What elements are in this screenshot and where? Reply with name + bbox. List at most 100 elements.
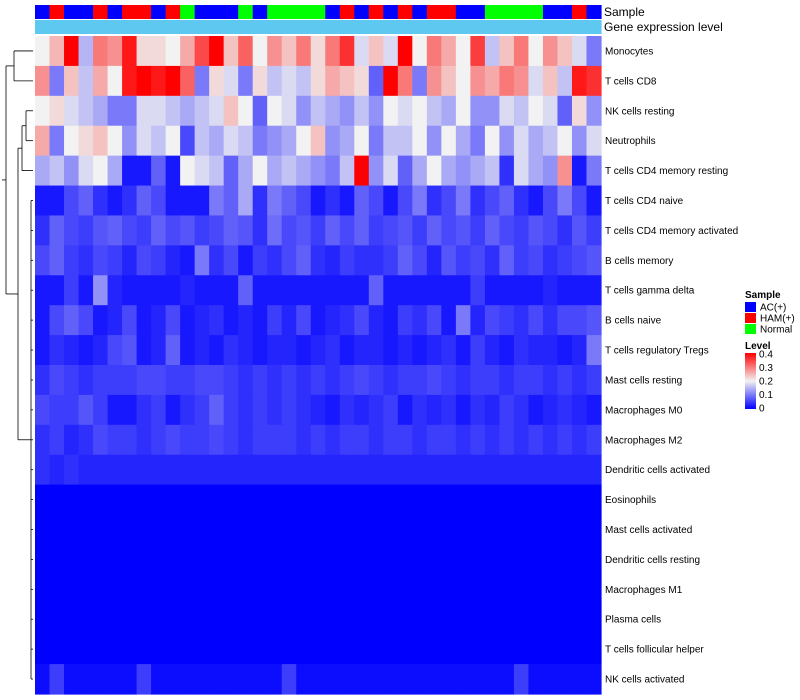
heatmap-cell [354,155,370,187]
heatmap-cell [165,604,181,635]
heatmap-cell [252,245,268,276]
sample-legend-swatch [745,302,756,312]
gene-expression-annotation-cell [426,20,442,34]
heatmap-cell [78,664,94,695]
heatmap-cell [165,305,181,336]
heatmap-cell [223,664,239,695]
heatmap-cell [165,365,181,396]
sample-legend-swatch [745,324,756,334]
heatmap-cell [107,365,123,396]
heatmap-cell [586,95,602,127]
heatmap-cell [542,484,559,516]
heatmap-cell [557,275,573,306]
heatmap-cell [310,185,326,217]
heatmap-cell [238,65,254,97]
heatmap-cell [412,424,428,456]
heatmap-cell [238,95,254,127]
heatmap-cell [180,484,196,516]
heatmap-cell [64,275,80,306]
heatmap-cell [93,185,109,217]
heatmap-cell [499,544,515,575]
heatmap-cell [571,454,588,486]
heatmap-cell [49,544,65,575]
heatmap-cell [412,65,428,97]
heatmap-cell [499,275,515,306]
heatmap-cell [310,335,326,366]
heatmap-cell [354,305,370,336]
heatmap-cell [325,634,341,665]
heatmap-cell [165,65,181,97]
heatmap-cell [281,604,297,635]
heatmap-cell [223,394,239,426]
heatmap-cell [310,365,326,396]
heatmap-cell [209,394,225,426]
sample-annotation-cell [426,5,442,19]
sample-annotation-cell [325,5,341,19]
heatmap-cell [470,394,486,426]
heatmap-cell [64,514,80,546]
heatmap-cell [209,335,225,366]
heatmap-cell [528,245,544,276]
sample-annotation-cell [49,5,65,19]
heatmap-cell [484,365,501,396]
heatmap-cell [296,185,312,217]
heatmap-cell [64,424,80,456]
heatmap-cell [571,604,588,635]
heatmap-cell [238,394,254,426]
heatmap-cell [484,634,501,665]
heatmap-cell [557,65,573,97]
heatmap-cell [64,454,80,486]
heatmap-cell [267,394,283,426]
heatmap-cell [151,95,167,127]
gene-expression-annotation-cell [484,20,501,34]
sample-annotation-cell [78,5,94,19]
heatmap-cell [484,335,501,366]
heatmap-cell [571,95,588,127]
heatmap-cell [397,335,413,366]
heatmap-cell [151,484,167,516]
heatmap-cell [325,544,341,575]
heatmap-cell [470,424,486,456]
heatmap-cell [165,394,181,426]
heatmap-cell [470,664,486,695]
heatmap-cell [35,664,51,695]
heatmap-cell [93,275,109,306]
heatmap-cell [35,65,51,97]
heatmap-cell [586,185,602,217]
heatmap-cell [528,125,544,157]
heatmap-cell [122,484,138,516]
heatmap-cell [238,125,254,157]
heatmap-cell [586,36,602,67]
heatmap-cell [64,305,80,336]
heatmap-cell [542,185,559,217]
heatmap-cell [412,95,428,127]
heatmap-cell [35,185,51,217]
heatmap-cell [571,335,588,366]
heatmap-cell [122,454,138,486]
heatmap-cell [64,664,80,695]
heatmap-cell [528,95,544,127]
heatmap-cell [296,664,312,695]
gene-expression-annotation-cell [441,20,457,34]
heatmap-cell [151,215,167,246]
heatmap-cell [368,185,384,217]
heatmap-cell [49,424,65,456]
heatmap-cell [455,95,471,127]
heatmap-cell [194,125,210,157]
heatmap-cell [310,454,326,486]
heatmap-cell [78,95,94,127]
sample-annotation-cell [528,5,544,19]
heatmap-cell [310,95,326,127]
heatmap-cell [223,454,239,486]
heatmap-cell [122,95,138,127]
heatmap-cell [107,275,123,306]
heatmap-cell [354,95,370,127]
heatmap-cell [441,185,457,217]
heatmap-cell [571,484,588,516]
heatmap-cell [180,394,196,426]
heatmap-cell [325,185,341,217]
heatmap-cell [484,275,501,306]
heatmap-cell [252,394,268,426]
heatmap-cell [238,335,254,366]
heatmap-cell [194,634,210,665]
